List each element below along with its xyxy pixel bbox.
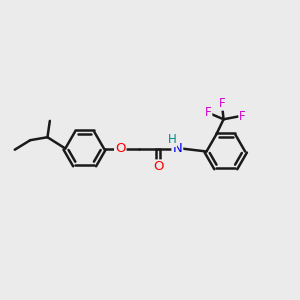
- Text: F: F: [219, 97, 225, 110]
- Text: O: O: [153, 160, 163, 173]
- Text: F: F: [239, 110, 246, 123]
- Text: N: N: [172, 142, 182, 155]
- Text: F: F: [205, 106, 211, 119]
- Text: O: O: [115, 142, 125, 155]
- Text: H: H: [168, 133, 176, 146]
